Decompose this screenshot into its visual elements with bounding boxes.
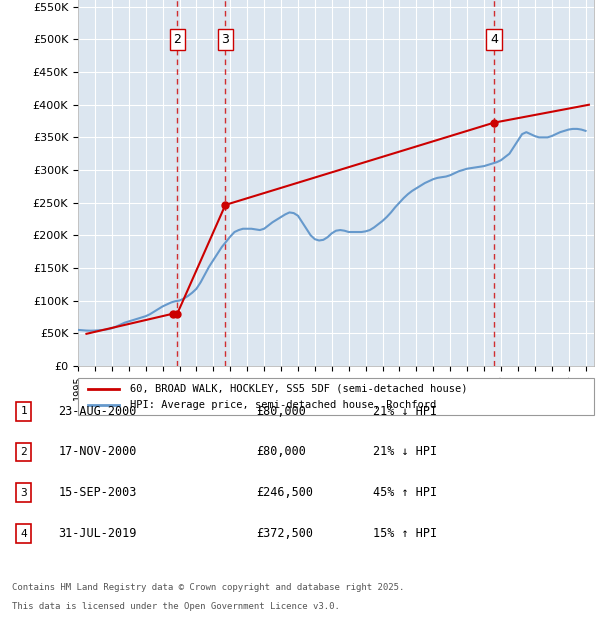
Text: £80,000: £80,000	[256, 405, 307, 417]
Text: 1: 1	[20, 406, 27, 416]
Text: 17-NOV-2000: 17-NOV-2000	[59, 446, 137, 458]
Text: 3: 3	[221, 33, 229, 46]
FancyBboxPatch shape	[78, 378, 594, 415]
Text: Contains HM Land Registry data © Crown copyright and database right 2025.: Contains HM Land Registry data © Crown c…	[12, 583, 404, 592]
Text: 4: 4	[20, 529, 27, 539]
Text: £372,500: £372,500	[256, 528, 313, 540]
Text: 21% ↓ HPI: 21% ↓ HPI	[373, 446, 437, 458]
Text: 4: 4	[490, 33, 498, 46]
Text: This data is licensed under the Open Government Licence v3.0.: This data is licensed under the Open Gov…	[12, 602, 340, 611]
Text: 15% ↑ HPI: 15% ↑ HPI	[373, 528, 437, 540]
Text: 23-AUG-2000: 23-AUG-2000	[59, 405, 137, 417]
Text: 2: 2	[173, 33, 181, 46]
Text: 31-JUL-2019: 31-JUL-2019	[59, 528, 137, 540]
Text: HPI: Average price, semi-detached house, Rochford: HPI: Average price, semi-detached house,…	[130, 400, 436, 410]
Text: 60, BROAD WALK, HOCKLEY, SS5 5DF (semi-detached house): 60, BROAD WALK, HOCKLEY, SS5 5DF (semi-d…	[130, 384, 467, 394]
Text: £246,500: £246,500	[256, 487, 313, 499]
Text: 45% ↑ HPI: 45% ↑ HPI	[373, 487, 437, 499]
Text: 21% ↓ HPI: 21% ↓ HPI	[373, 405, 437, 417]
Text: £80,000: £80,000	[256, 446, 307, 458]
Text: 3: 3	[20, 488, 27, 498]
Text: 2: 2	[20, 447, 27, 457]
Text: 15-SEP-2003: 15-SEP-2003	[59, 487, 137, 499]
